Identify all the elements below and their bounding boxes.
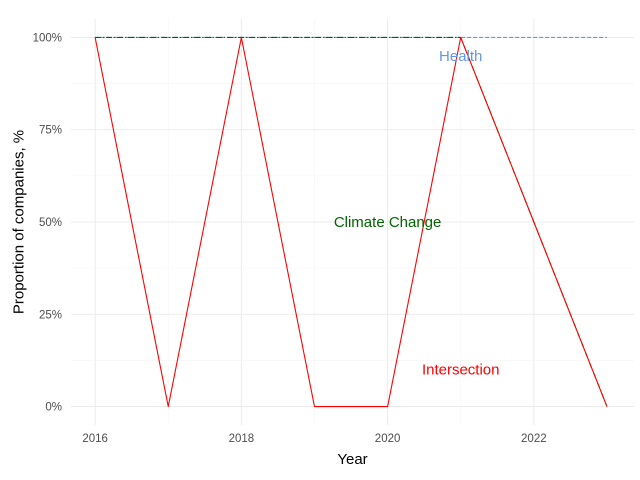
y-tick-label: 50% <box>39 217 62 229</box>
annotation-health: Health <box>439 48 482 65</box>
x-axis-title: Year <box>337 451 367 468</box>
x-tick-label: 2022 <box>521 433 547 445</box>
series-lines <box>94 36 608 408</box>
annotations: Health Climate Change Intersection <box>334 48 500 379</box>
series-line-intersection <box>94 36 608 408</box>
y-tick-label: 25% <box>39 309 62 321</box>
tick-labels: 2016 2018 2020 2022 0% 25% 50% 75% 100% <box>33 32 547 445</box>
grid <box>71 19 634 425</box>
x-tick-label: 2016 <box>82 433 108 445</box>
y-axis-title: Proportion of companies, % <box>10 130 27 314</box>
annotation-climate-change: Climate Change <box>334 214 442 231</box>
y-tick-label: 100% <box>33 32 62 44</box>
x-tick-label: 2018 <box>229 433 255 445</box>
x-tick-label: 2020 <box>375 433 401 445</box>
annotation-intersection: Intersection <box>422 362 500 379</box>
y-tick-label: 0% <box>45 402 62 414</box>
y-tick-label: 75% <box>39 125 62 137</box>
